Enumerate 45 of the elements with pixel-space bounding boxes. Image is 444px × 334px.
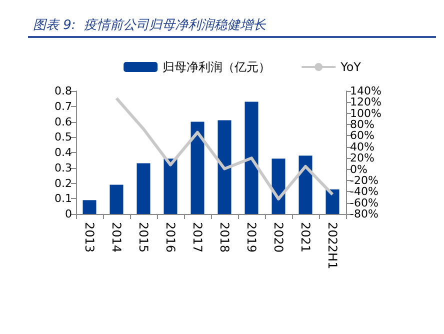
x-tick-label: 2016 <box>164 222 178 253</box>
bar <box>82 200 96 214</box>
line-series <box>115 96 334 200</box>
chart-title: 图表 9: 疫情前公司归母净利润稳健增长 <box>33 18 268 33</box>
x-tick-label: 2022H1 <box>326 222 340 270</box>
y2-tick-label: 120% <box>350 96 382 109</box>
y2-tick-label: 140% <box>350 84 382 98</box>
bar <box>244 102 258 214</box>
y2-tick-label: -80% <box>350 208 378 220</box>
y-tick-label: 0.4 <box>54 146 72 159</box>
bar <box>272 158 286 214</box>
bar <box>298 156 312 214</box>
bar <box>218 120 232 214</box>
y-tick-label: 0.6 <box>54 115 72 128</box>
x-tick-label: 2017 <box>190 222 204 253</box>
y-tick-label: 0.7 <box>54 100 72 113</box>
y2-tick-label: 20% <box>350 152 374 165</box>
y2-tick-label: -40% <box>350 185 378 198</box>
bar <box>136 163 150 214</box>
x-tick-label: 2013 <box>82 222 96 253</box>
legend-label: 归母净利润（亿元） <box>162 60 271 74</box>
x-tick-label: 2021 <box>298 222 312 253</box>
legend-label: YoY <box>340 60 362 74</box>
y2-tick-label: 100% <box>350 106 382 120</box>
x-tick-label: 2015 <box>136 222 150 253</box>
x-tick-label: 2020 <box>272 222 286 253</box>
x-tick-label: 2018 <box>218 222 232 253</box>
y-tick-label: 0 <box>65 208 72 220</box>
x-tick-label: 2014 <box>110 222 124 253</box>
y2-tick-label: 60% <box>350 129 374 142</box>
y2-tick-label: 0% <box>350 162 368 176</box>
bar <box>326 189 340 214</box>
y-tick-label: 0.8 <box>54 84 72 98</box>
y2-tick-label: 80% <box>350 118 374 132</box>
bar <box>164 158 178 214</box>
y2-tick-label: -20% <box>350 174 378 187</box>
y-tick-label: 0.1 <box>54 192 72 206</box>
bar <box>190 122 204 214</box>
bar <box>110 184 124 214</box>
y2-tick-label: 40% <box>350 140 374 154</box>
y-tick-label: 0.3 <box>54 161 72 174</box>
y-tick-label: 0.5 <box>54 130 72 144</box>
y2-tick-label: -60% <box>350 196 378 210</box>
x-tick-label: 2019 <box>244 222 258 253</box>
y-tick-label: 0.2 <box>54 176 72 190</box>
